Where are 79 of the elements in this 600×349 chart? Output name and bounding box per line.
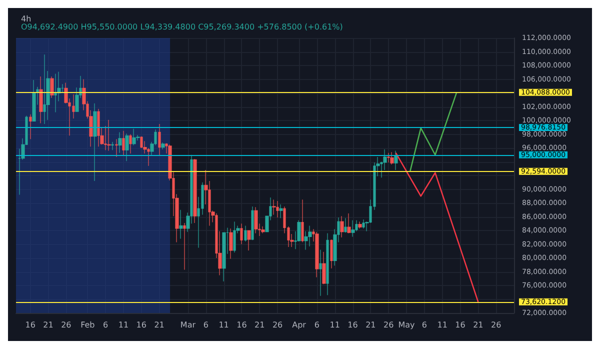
x-tick-label: 16 — [25, 320, 36, 330]
candlestick — [115, 138, 118, 158]
candlestick — [387, 152, 390, 163]
candlestick — [179, 210, 183, 240]
candlestick — [193, 158, 197, 224]
candlestick — [132, 128, 136, 146]
x-tick-label: Apr — [292, 320, 307, 330]
candlestick — [358, 221, 362, 229]
candlestick — [247, 230, 251, 251]
candlestick — [351, 220, 355, 237]
x-tick-label: 26 — [490, 320, 502, 330]
candlestick — [244, 225, 247, 242]
candlestick — [276, 200, 279, 218]
candlestick — [125, 133, 129, 162]
chart-title: 4h — [21, 14, 32, 24]
candlestick — [32, 80, 36, 122]
x-tick-label: 11 — [437, 320, 448, 330]
candlestick — [97, 108, 100, 147]
candlestick — [319, 249, 322, 296]
x-tick-label: 16 — [348, 320, 358, 330]
candlestick — [362, 219, 365, 229]
candlestick — [158, 124, 161, 156]
x-tick-label: 6 — [314, 320, 320, 330]
candlestick — [279, 204, 283, 218]
text: O94,692.4900 H95,550.0000 L94,339.4800 C95,269.3400 +576.8500 (+0.61%) — [21, 22, 343, 32]
candlestick — [390, 152, 394, 165]
candlestick — [340, 216, 344, 238]
x-tick-label: 16 — [455, 320, 466, 330]
x-tick-label: 26 — [61, 320, 72, 330]
candlestick — [308, 225, 312, 247]
x-tick-label: 26 — [272, 320, 283, 330]
x-tick-label: Mar — [180, 320, 196, 330]
candlestick — [240, 223, 243, 245]
x-tick-label: 21 — [254, 320, 265, 330]
candlestick — [261, 226, 265, 234]
candlestick — [347, 213, 351, 234]
x-tick-label: May — [398, 320, 416, 330]
candlestick — [39, 76, 43, 124]
candlestick — [43, 54, 46, 124]
line-series — [409, 92, 458, 172]
x-tick-label: 21 — [43, 320, 54, 330]
candlestick — [50, 76, 54, 98]
x-tick-label: 11 — [330, 320, 340, 330]
candlestick — [330, 239, 333, 269]
candlestick — [301, 199, 304, 242]
x-tick-label: 6 — [203, 320, 208, 330]
candlestick — [54, 73, 57, 113]
candlestick — [118, 132, 122, 154]
x-tick-label: 6 — [422, 320, 427, 330]
line-series — [395, 152, 479, 303]
candlestick — [29, 114, 32, 140]
candlestick — [161, 142, 165, 150]
candlestick — [122, 130, 125, 156]
x-tick-label: 16 — [136, 320, 146, 330]
candlestick — [344, 218, 347, 233]
x-tick-label: 11 — [218, 320, 229, 330]
candlestick — [129, 134, 132, 154]
x-tick-label: 16 — [236, 320, 247, 330]
x-tick-label: 11 — [118, 320, 129, 330]
candlestick — [183, 222, 186, 270]
candlestick — [394, 150, 398, 170]
candlestick — [229, 228, 233, 259]
x-tick-label: 21 — [473, 320, 484, 330]
candlestick — [107, 120, 111, 152]
candlestick — [326, 232, 329, 296]
candlestick — [251, 206, 254, 240]
candlestick — [315, 232, 319, 278]
candlestick — [322, 252, 326, 284]
x-tick-label: 6 — [103, 320, 108, 330]
x-tick-label: 21 — [366, 320, 376, 330]
candlestick — [254, 206, 258, 234]
x-tick-label: Feb — [80, 320, 95, 330]
candlestick — [222, 232, 226, 282]
candlestick — [272, 199, 276, 215]
x-tick-label: 21 — [154, 320, 164, 330]
candlestick — [111, 142, 114, 150]
candlestick — [93, 103, 97, 182]
candlestick — [233, 221, 236, 253]
x-tick-label: 26 — [384, 320, 394, 330]
